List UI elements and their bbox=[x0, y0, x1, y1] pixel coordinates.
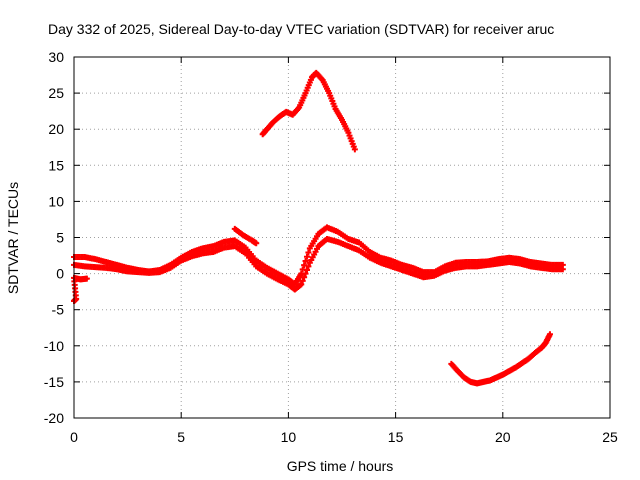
y-tick-label: -20 bbox=[44, 410, 64, 426]
y-tick-label: 0 bbox=[56, 266, 64, 282]
data-point bbox=[301, 274, 308, 281]
y-axis-label: SDTVAR / TECUs bbox=[5, 182, 21, 294]
x-tick-label: 0 bbox=[70, 429, 78, 445]
y-tick-label: 15 bbox=[48, 157, 64, 173]
series-low-arc bbox=[448, 331, 553, 387]
y-tick-label: 5 bbox=[56, 230, 64, 246]
data-point bbox=[298, 281, 305, 288]
data-point bbox=[301, 262, 308, 269]
chart-title: Day 332 of 2025, Sidereal Day-to-day VTE… bbox=[48, 21, 554, 37]
y-tick-label: 10 bbox=[48, 193, 64, 209]
data-point bbox=[305, 249, 312, 256]
y-tick-label: -15 bbox=[44, 374, 64, 390]
data-point bbox=[253, 240, 260, 247]
data-point bbox=[546, 331, 553, 338]
data-points bbox=[71, 69, 566, 387]
data-point bbox=[303, 253, 310, 260]
data-point bbox=[305, 263, 312, 270]
y-tick-label: 25 bbox=[48, 85, 64, 101]
data-point bbox=[302, 270, 309, 277]
data-point bbox=[559, 266, 566, 273]
data-point bbox=[303, 266, 310, 273]
y-tick-label: 30 bbox=[48, 49, 64, 65]
data-point bbox=[299, 277, 306, 284]
series-small-segments bbox=[71, 225, 260, 305]
ticks: 0 5 10 15 20 25 30 25 20 15 10 5 0 -5 -10 -15 -20 bbox=[44, 49, 618, 445]
x-tick-label: 25 bbox=[602, 429, 618, 445]
y-tick-label: 20 bbox=[48, 121, 64, 137]
data-point bbox=[83, 275, 90, 282]
x-tick-label: 10 bbox=[281, 429, 297, 445]
series-main-upper-band bbox=[71, 224, 566, 288]
series-high-arc bbox=[259, 69, 358, 153]
data-point bbox=[302, 257, 309, 264]
series-main-lower-band bbox=[71, 235, 566, 293]
x-tick-label: 20 bbox=[495, 429, 511, 445]
x-tick-label: 15 bbox=[388, 429, 404, 445]
x-axis-label: GPS time / hours bbox=[287, 458, 394, 474]
y-tick-label: -10 bbox=[44, 338, 64, 354]
data-point bbox=[351, 146, 358, 153]
y-tick-label: -5 bbox=[52, 302, 65, 318]
x-tick-label: 5 bbox=[177, 429, 185, 445]
